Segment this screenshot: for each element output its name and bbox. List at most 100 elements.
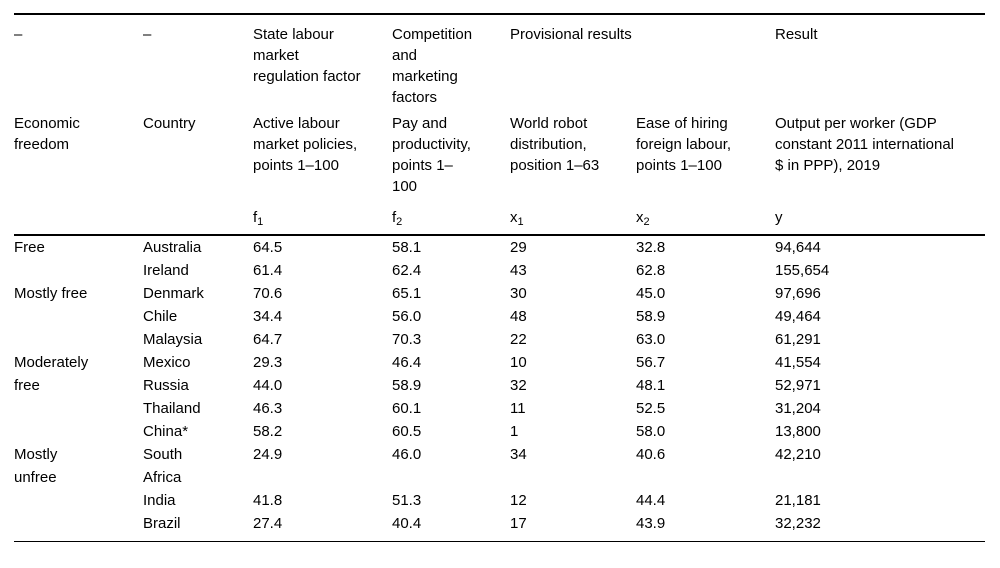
cell-country: South Africa	[143, 446, 183, 486]
cell-y: 155,654	[775, 262, 830, 279]
header-economic-freedom: Economic freedom	[14, 115, 80, 153]
cell-y: 32,232	[775, 515, 821, 532]
cell-country: Russia	[143, 377, 189, 394]
cell-f2: 40.4	[392, 515, 422, 532]
header-variable-row: f1 f2 x1 x2 y	[14, 207, 985, 235]
cell-x2: 43.9	[636, 515, 666, 532]
cell-x2: 32.8	[636, 239, 666, 256]
cell-f2: 70.3	[392, 331, 422, 348]
cell-x1: 22	[510, 331, 527, 348]
header-state-labour-group: State labour market regulation factor	[253, 26, 361, 85]
cell-country: Ireland	[143, 262, 189, 279]
var-base: y	[775, 209, 783, 226]
table-row: Mostly free Denmark 70.6 65.1 30 45.0 97,696	[14, 282, 985, 305]
cell-x1: 12	[510, 492, 527, 509]
cell-country: India	[143, 492, 176, 509]
cell-y: 21,181	[775, 492, 821, 509]
table-row: China* 58.2 60.5 1 58.0 13,800	[14, 420, 985, 443]
cell-x1: 32	[510, 377, 527, 394]
cell-x2: 45.0	[636, 285, 666, 302]
cell-y: 42,210	[775, 446, 821, 463]
header-result-group: Result	[775, 26, 818, 43]
var-base: f	[392, 209, 397, 226]
header-var-f1: f1	[253, 207, 392, 235]
header-var-empty-2	[143, 207, 253, 235]
header-world-robot: World robot distribution, position 1–63	[510, 115, 600, 174]
cell-f2: 60.5	[392, 423, 422, 440]
cell-country: Brazil	[143, 515, 181, 532]
cell-y: 49,464	[775, 308, 821, 325]
var-sub: 1	[257, 216, 264, 228]
table-row: Thailand 46.3 60.1 11 52.5 31,204	[14, 397, 985, 420]
cell-f1: 61.4	[253, 262, 283, 279]
table-row: Moderately free Mexico 29.3 46.4 10 56.7 41,55…	[14, 351, 985, 394]
cell-f1: 29.3	[253, 354, 283, 371]
var-base: x	[510, 209, 518, 226]
header-ease-hiring: Ease of hiring foreign labour, points 1–…	[636, 115, 732, 174]
cell-x2: 58.0	[636, 423, 666, 440]
cell-f1: 24.9	[253, 446, 283, 463]
cell-x1: 29	[510, 239, 527, 256]
header-dash-economic-freedom: –	[14, 26, 23, 43]
cell-country: Australia	[143, 239, 202, 256]
cell-country: Denmark	[143, 285, 204, 302]
cell-y: 97,696	[775, 285, 821, 302]
cell-x2: 44.4	[636, 492, 666, 509]
cell-f2: 51.3	[392, 492, 422, 509]
table-header: – – State labour market regulation facto…	[14, 14, 985, 235]
cell-f2: 56.0	[392, 308, 422, 325]
var-base: f	[253, 209, 258, 226]
cell-economic-freedom-group: Mostly free	[14, 285, 88, 302]
header-output-per-worker: Output per worker (GDP constant 2011 int…	[775, 115, 955, 174]
var-sub: 1	[517, 216, 524, 228]
cell-f2: 62.4	[392, 262, 422, 279]
cell-f1: 70.6	[253, 285, 283, 302]
table-row: Ireland 61.4 62.4 43 62.8 155,654	[14, 259, 985, 282]
cell-x2: 48.1	[636, 377, 666, 394]
cell-x2: 62.8	[636, 262, 666, 279]
cell-f1: 58.2	[253, 423, 283, 440]
table-row: Malaysia 64.7 70.3 22 63.0 61,291	[14, 328, 985, 351]
cell-economic-freedom-group: Mostly unfree	[14, 446, 58, 486]
cell-y: 94,644	[775, 239, 821, 256]
header-provisional-results-group: Provisional results	[510, 26, 632, 43]
cell-y: 13,800	[775, 423, 821, 440]
cell-y: 31,204	[775, 400, 821, 417]
cell-f1: 44.0	[253, 377, 283, 394]
cell-x1: 34	[510, 446, 527, 463]
header-measure-row: Economic freedom Country Active labour m…	[14, 113, 985, 207]
cell-f1: 64.5	[253, 239, 283, 256]
cell-x1: 1	[510, 423, 519, 440]
cell-y: 41,554	[775, 354, 821, 371]
cell-x2: 58.9	[636, 308, 666, 325]
cell-x1: 11	[510, 400, 526, 417]
cell-f1: 34.4	[253, 308, 283, 325]
results-table: – – State labour market regulation facto…	[14, 13, 985, 542]
cell-x2: 40.6	[636, 446, 666, 463]
table-row: Mostly unfree South Africa 24.9 46.0 34 40.6 4…	[14, 443, 985, 489]
cell-f1: 46.3	[253, 400, 283, 417]
cell-f2: 65.1	[392, 285, 422, 302]
cell-economic-freedom-group: Moderately free	[14, 354, 89, 394]
cell-y: 52,971	[775, 377, 821, 394]
cell-economic-freedom-group: Free	[14, 239, 45, 256]
header-competition-group: Competition and marketing factors	[392, 26, 473, 106]
table-row: Chile 34.4 56.0 48 58.9 49,464	[14, 305, 985, 328]
header-var-y: y	[775, 207, 985, 235]
cell-x1: 17	[510, 515, 527, 532]
cell-country: Chile	[143, 308, 178, 325]
header-var-f2: f2	[392, 207, 510, 235]
header-var-empty-1	[14, 207, 143, 235]
header-group-row: – – State labour market regulation facto…	[14, 14, 985, 113]
cell-country: China*	[143, 423, 189, 440]
cell-x1: 48	[510, 308, 527, 325]
header-var-x1: x1	[510, 207, 636, 235]
cell-x2: 52.5	[636, 400, 666, 417]
table-row: Brazil 27.4 40.4 17 43.9 32,232	[14, 512, 985, 542]
cell-country: Thailand	[143, 400, 201, 417]
cell-x2: 63.0	[636, 331, 666, 348]
header-active-labour: Active labour market policies, points 1–…	[253, 115, 358, 174]
table-row: Russia 44.0 58.9 32 48.1 52,971	[14, 374, 985, 397]
cell-y: 61,291	[775, 331, 821, 348]
cell-f1: 41.8	[253, 492, 283, 509]
